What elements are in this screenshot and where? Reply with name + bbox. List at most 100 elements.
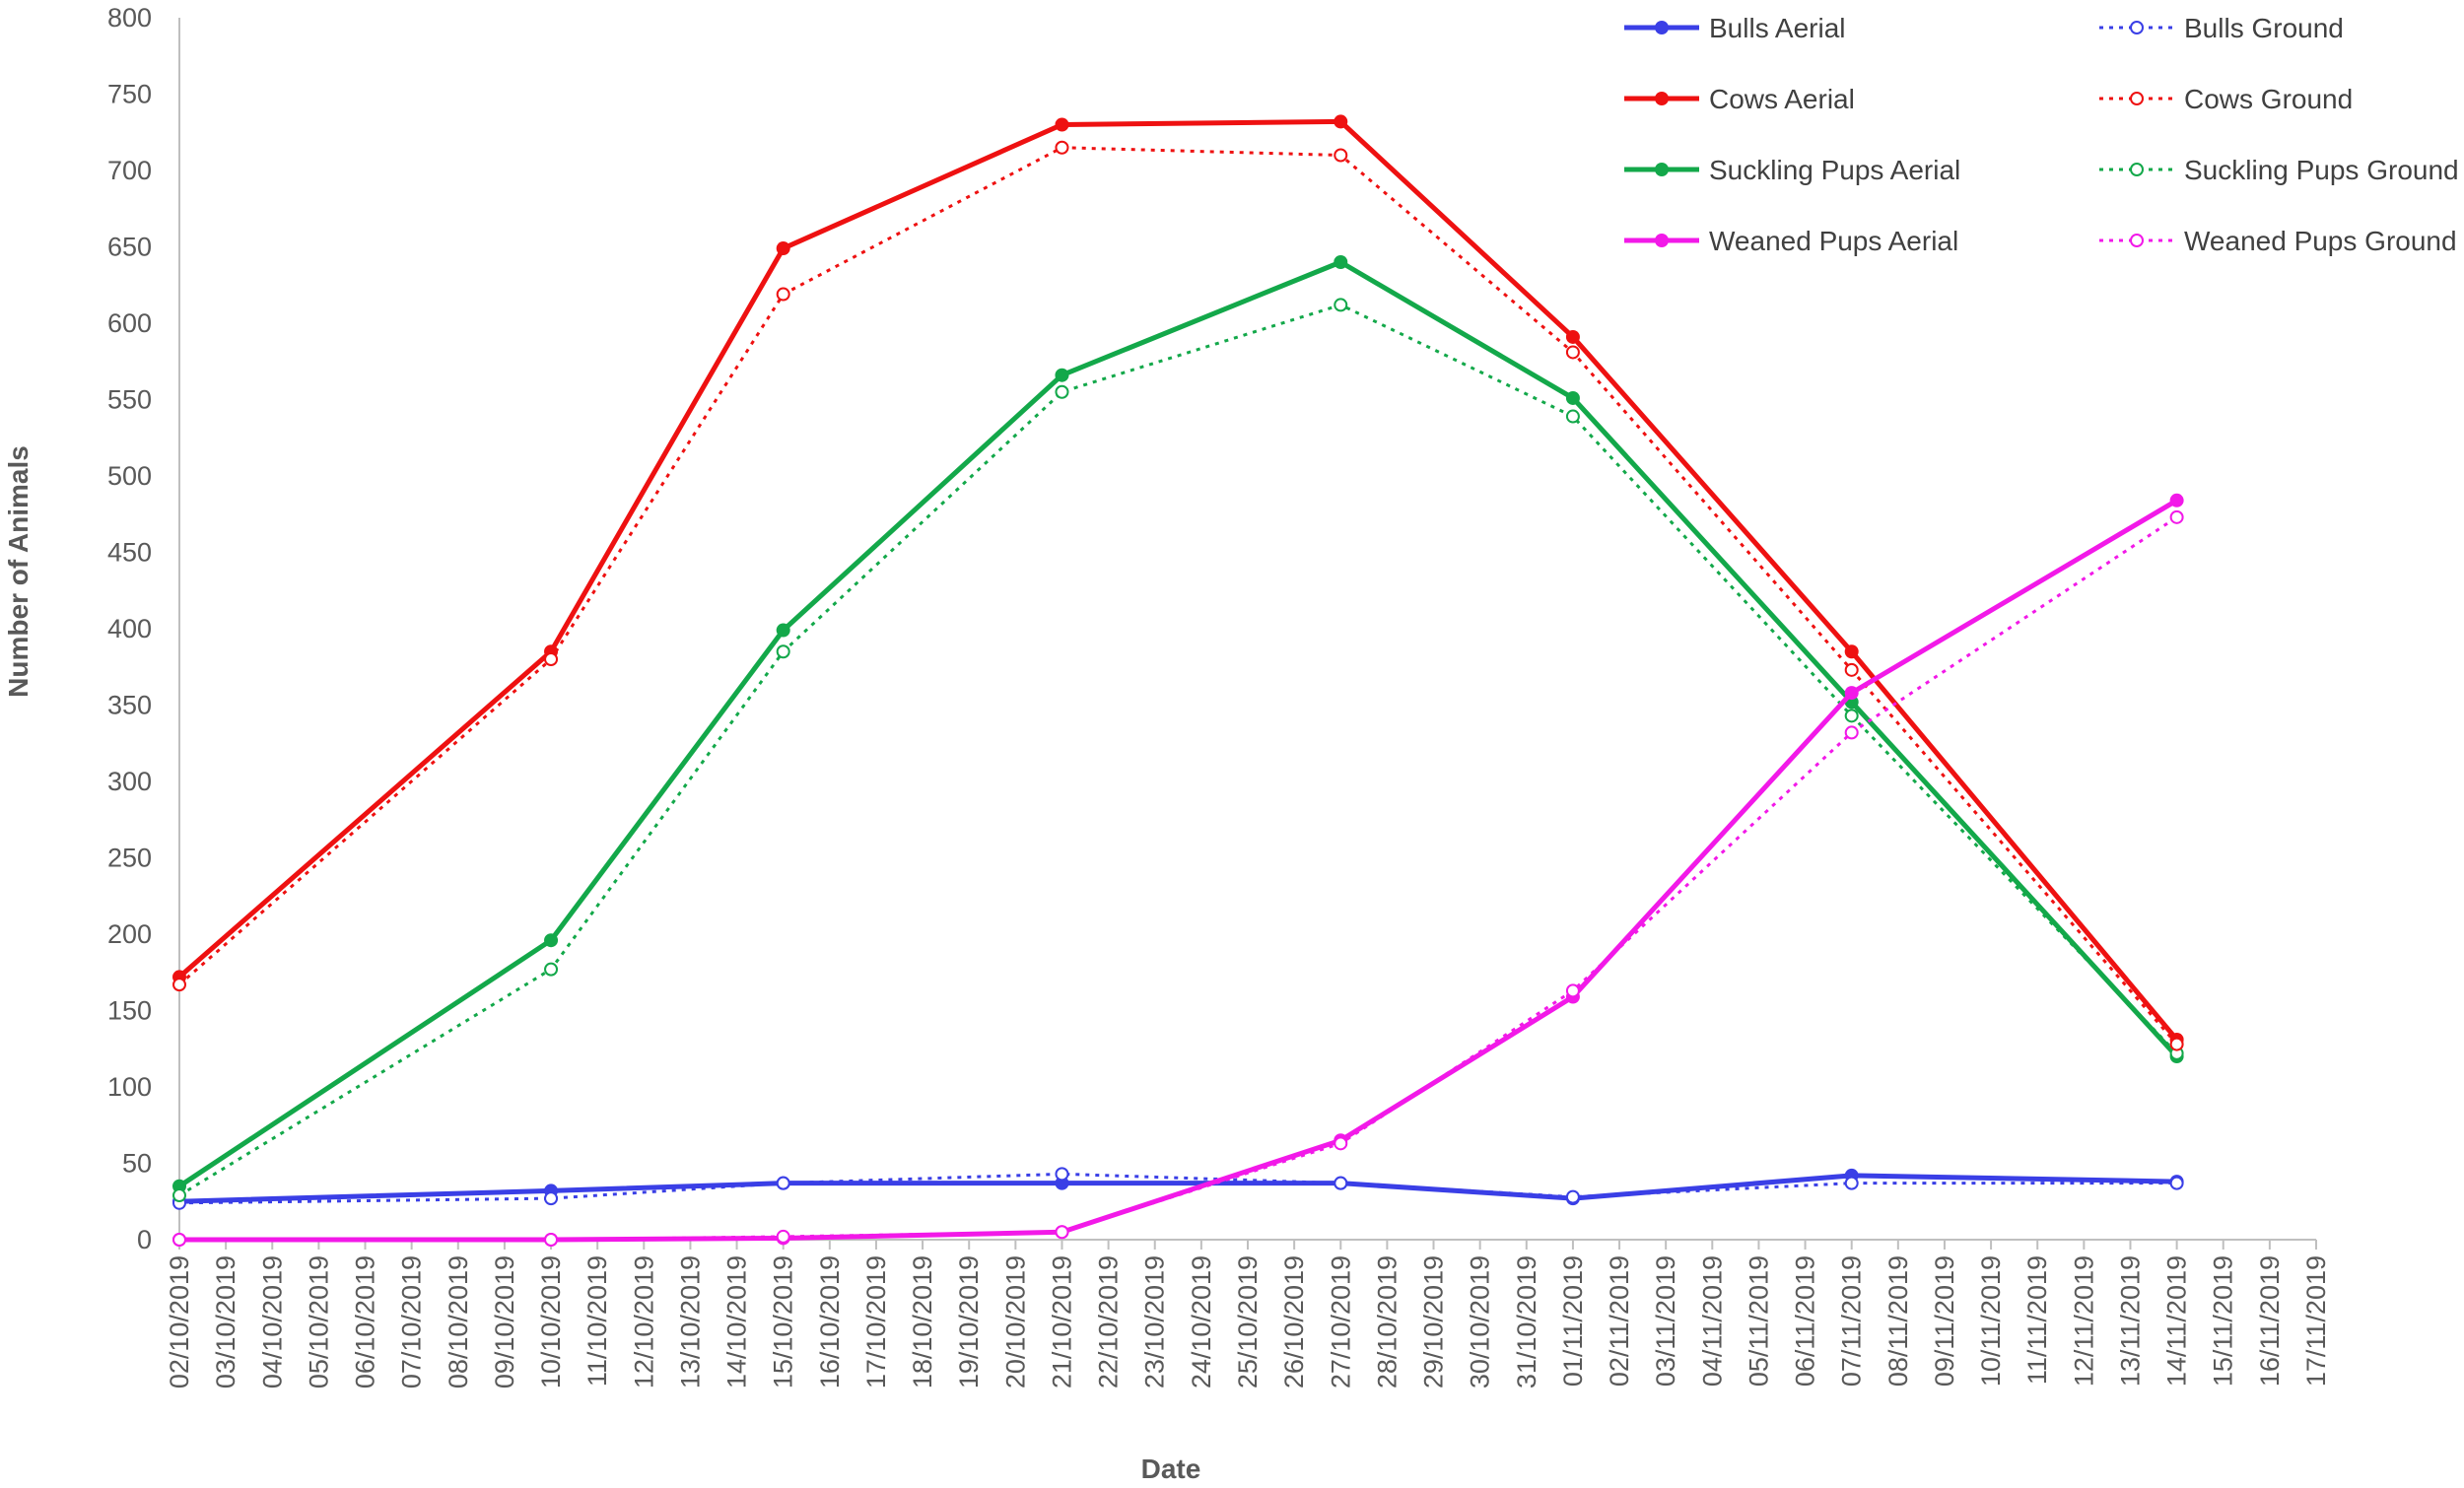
x-tick-label: 30/10/2019 — [1466, 1255, 1495, 1388]
data-point-weaned-pups-aerial — [1844, 686, 1859, 701]
y-tick-label: 350 — [107, 691, 152, 720]
legend-label: Suckling Pups Aerial — [1709, 155, 1960, 185]
data-point-suckling-pups-ground — [544, 962, 559, 977]
y-tick-label: 50 — [122, 1149, 152, 1179]
x-tick-label: 02/11/2019 — [1605, 1255, 1634, 1387]
y-tick-label: 650 — [107, 233, 152, 262]
series-line-suckling-pups-ground — [178, 303, 2178, 1197]
data-point-weaned-pups-ground — [1334, 1136, 1348, 1151]
data-point-cows-ground — [1565, 345, 1580, 360]
x-tick-label: 10/10/2019 — [536, 1255, 566, 1388]
legend-label: Weaned Pups Aerial — [1709, 226, 1958, 256]
x-tick-label: 11/11/2019 — [2022, 1255, 2052, 1385]
legend-label: Bulls Ground — [2184, 13, 2344, 43]
x-tick-label: 17/10/2019 — [861, 1255, 891, 1388]
legend-label: Suckling Pups Ground — [2184, 155, 2459, 185]
series-weaned-pups-ground — [172, 509, 2184, 1247]
data-point-weaned-pups-ground — [1565, 983, 1580, 998]
y-tick-labels: 0 50 100 150 200 250 300 350 400 450 500 550 600 650 7… — [107, 3, 152, 1254]
x-tick-label: 08/10/2019 — [444, 1255, 473, 1388]
data-point-cows-aerial — [1055, 117, 1069, 132]
series-line-cows-ground — [178, 146, 2178, 1046]
series-line-cows-aerial — [177, 118, 2179, 1042]
data-point-bulls-ground — [1334, 1176, 1348, 1190]
y-tick-label: 500 — [107, 461, 152, 491]
x-tick-label: 27/10/2019 — [1326, 1255, 1355, 1388]
data-point-cows-aerial — [1844, 644, 1859, 659]
legend-marker — [2130, 163, 2144, 176]
x-tick-label: 13/11/2019 — [2115, 1255, 2145, 1387]
series-cows-ground — [172, 140, 2184, 1051]
data-point-bulls-ground — [776, 1176, 790, 1190]
x-tick-label: 21/10/2019 — [1047, 1255, 1076, 1388]
data-point-bulls-ground — [544, 1191, 559, 1206]
x-tick-label: 09/11/2019 — [1930, 1255, 1959, 1387]
data-point-bulls-ground — [1055, 1167, 1069, 1182]
legend-item-bulls-aerial: Bulls Aerial — [1624, 13, 1846, 43]
x-tick-label: 14/11/2019 — [2162, 1255, 2192, 1387]
x-tick-label: 20/10/2019 — [1000, 1255, 1030, 1388]
x-tick-label: 07/10/2019 — [397, 1255, 427, 1388]
x-tick-label: 08/11/2019 — [1883, 1255, 1913, 1387]
series-suckling-pups-ground — [172, 298, 2184, 1203]
x-tick-label: 01/11/2019 — [1558, 1255, 1588, 1387]
legend-label: Cows Aerial — [1709, 84, 1855, 114]
data-point-suckling-pups-ground — [172, 1188, 186, 1203]
x-tick-label: 04/11/2019 — [1697, 1255, 1727, 1387]
y-tick-label: 450 — [107, 538, 152, 568]
x-tick-label: 23/10/2019 — [1140, 1255, 1170, 1388]
data-point-suckling-pups-ground — [1055, 384, 1069, 399]
data-point-weaned-pups-ground — [172, 1233, 186, 1247]
x-tick-label: 03/10/2019 — [211, 1255, 240, 1388]
y-axis-title: Number of Animals — [3, 445, 34, 698]
x-tick-label: 17/11/2019 — [2301, 1255, 2331, 1387]
series-line-suckling-pups-aerial — [177, 259, 2179, 1188]
x-tick-label: 12/10/2019 — [629, 1255, 658, 1388]
x-tick-label: 11/10/2019 — [582, 1255, 612, 1387]
data-point-weaned-pups-ground — [776, 1229, 790, 1244]
data-point-bulls-ground — [1844, 1176, 1859, 1190]
data-point-cows-aerial — [1334, 114, 1348, 129]
legend-item-weaned-pups-ground: Weaned Pups Ground — [2099, 226, 2457, 256]
legend-label: Weaned Pups Ground — [2184, 226, 2457, 256]
legend-item-weaned-pups-aerial: Weaned Pups Aerial — [1624, 226, 1958, 256]
y-tick-label: 600 — [107, 308, 152, 338]
y-tick-label: 800 — [107, 3, 152, 33]
data-point-suckling-pups-aerial — [1055, 368, 1069, 382]
x-tick-label: 06/11/2019 — [1791, 1255, 1820, 1387]
x-tick-label: 10/11/2019 — [1976, 1255, 2006, 1387]
legend-marker — [1655, 21, 1669, 34]
data-point-suckling-pups-ground — [1334, 298, 1348, 312]
series-bulls-ground — [172, 1167, 2184, 1210]
data-point-cows-ground — [1334, 148, 1348, 163]
x-tick-label: 16/11/2019 — [2255, 1255, 2285, 1387]
x-tick-label: 06/10/2019 — [351, 1255, 380, 1388]
legend-label: Bulls Aerial — [1709, 13, 1846, 43]
x-tick-label: 15/10/2019 — [769, 1255, 798, 1388]
data-point-cows-ground — [2169, 1037, 2184, 1051]
data-point-weaned-pups-ground — [1055, 1225, 1069, 1240]
series-line-bulls-ground — [178, 1172, 2177, 1205]
legend-marker — [2130, 92, 2144, 105]
x-tick-label: 09/10/2019 — [490, 1255, 519, 1388]
x-tick-label: 04/10/2019 — [257, 1255, 287, 1388]
data-point-suckling-pups-ground — [1844, 709, 1859, 723]
data-point-bulls-ground — [2169, 1176, 2184, 1190]
data-point-weaned-pups-ground — [1844, 725, 1859, 740]
series-bulls-aerial — [172, 1168, 2184, 1209]
x-tick-label: 07/11/2019 — [1837, 1255, 1867, 1387]
x-tick-label: 22/10/2019 — [1094, 1255, 1124, 1388]
x-tick-label: 12/11/2019 — [2069, 1255, 2098, 1387]
x-tick-label: 18/10/2019 — [908, 1255, 937, 1388]
y-tick-label: 150 — [107, 996, 152, 1026]
data-point-suckling-pups-ground — [1565, 409, 1580, 424]
data-point-cows-ground — [1055, 140, 1069, 155]
legend-marker — [1655, 163, 1669, 176]
series-line-weaned-pups-aerial — [179, 498, 2178, 1243]
x-tick-label: 31/10/2019 — [1512, 1255, 1541, 1388]
y-tick-label: 400 — [107, 614, 152, 643]
data-point-weaned-pups-ground — [2169, 509, 2184, 524]
series-lines — [172, 114, 2184, 1247]
y-tick-label: 200 — [107, 919, 152, 949]
y-tick-label: 100 — [107, 1072, 152, 1102]
